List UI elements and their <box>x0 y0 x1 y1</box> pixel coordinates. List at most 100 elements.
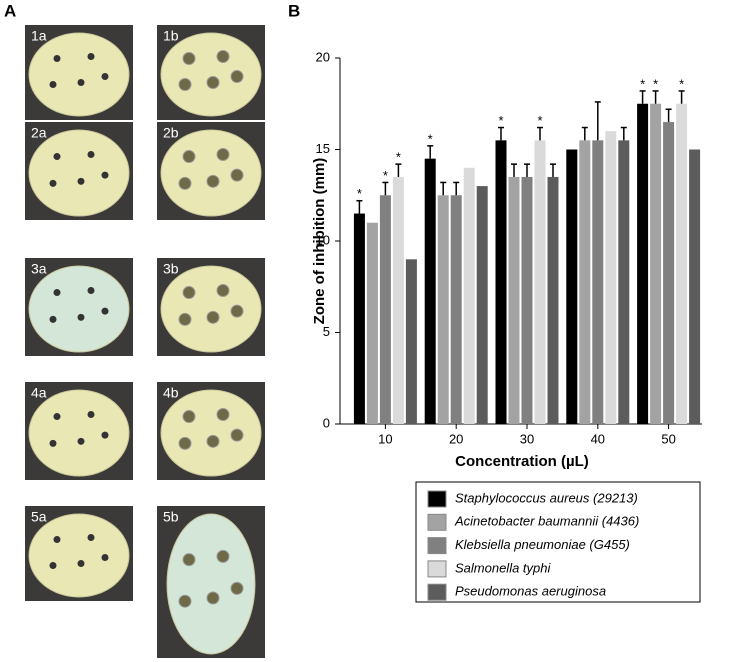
plate <box>28 513 130 598</box>
well <box>216 407 230 421</box>
legend-swatch <box>427 513 447 531</box>
well <box>178 436 192 450</box>
bar <box>495 140 507 424</box>
legend-box <box>415 481 701 603</box>
x-tick-label: 50 <box>661 431 675 446</box>
error-bar <box>511 163 517 177</box>
x-tick-label: 20 <box>449 431 463 446</box>
error-bar <box>581 126 588 141</box>
bar <box>366 222 378 424</box>
x-tick-label: 10 <box>378 431 392 446</box>
well <box>206 174 220 188</box>
bar <box>437 195 449 424</box>
well <box>77 177 85 185</box>
photo-label: 1b <box>163 28 179 44</box>
well <box>216 283 230 297</box>
bar <box>637 103 649 424</box>
error-bar <box>498 126 504 141</box>
error-bar <box>427 145 434 159</box>
well <box>182 553 196 567</box>
error-bar <box>665 108 672 123</box>
photo-grid: 1a 1b 2a 2b 3a 3b 4a 4b 5a 5b <box>25 25 265 658</box>
well <box>49 562 57 569</box>
well <box>182 52 196 65</box>
well <box>77 79 85 86</box>
error-bar <box>382 181 389 196</box>
significance-marker: * <box>653 76 658 91</box>
well <box>49 315 57 323</box>
well <box>182 286 196 300</box>
well <box>216 147 230 161</box>
well <box>77 437 85 445</box>
well <box>49 439 57 447</box>
well <box>87 53 95 60</box>
bar <box>521 176 533 424</box>
well <box>87 286 95 294</box>
bar <box>463 167 475 425</box>
photo-label: 4a <box>31 385 47 401</box>
well <box>77 313 85 321</box>
error-bar <box>395 163 402 177</box>
photo-label: 4b <box>163 385 179 401</box>
well <box>230 428 244 442</box>
y-tick-label: 20 <box>316 49 330 64</box>
error-bar <box>356 199 363 214</box>
well <box>87 534 95 541</box>
plate <box>28 389 130 477</box>
legend-label: Staphylococcus aureus (29213) <box>455 490 638 505</box>
error-bar <box>524 163 530 177</box>
legend-label: Pseudomonas aeruginosa <box>455 584 606 599</box>
plate <box>28 32 130 117</box>
bar <box>534 140 546 424</box>
well <box>178 176 192 190</box>
photo-label: 3b <box>163 261 179 277</box>
y-tick-label: 10 <box>316 232 330 247</box>
well <box>178 594 192 608</box>
well <box>182 150 196 164</box>
bar <box>353 213 365 424</box>
well <box>53 153 61 161</box>
plate <box>160 129 262 217</box>
well <box>53 536 61 543</box>
well <box>178 312 192 326</box>
well <box>87 410 95 418</box>
error-bar <box>550 163 556 177</box>
bar <box>592 140 604 424</box>
panel-label: B <box>288 1 300 20</box>
legend-swatch <box>427 583 447 601</box>
well <box>101 554 109 561</box>
well <box>101 431 109 439</box>
well <box>230 70 244 83</box>
bar <box>676 103 688 424</box>
bar <box>424 158 436 424</box>
plate <box>160 265 262 353</box>
well <box>206 310 220 324</box>
legend-swatch <box>427 560 447 578</box>
bar <box>379 195 391 424</box>
photo-label: 1a <box>31 28 47 44</box>
well <box>178 78 192 91</box>
panel-label: A <box>4 1 16 20</box>
well <box>216 50 230 63</box>
well <box>230 581 244 595</box>
plate <box>28 265 130 353</box>
x-tick-label: 40 <box>591 431 605 446</box>
well <box>206 76 220 89</box>
x-axis-title: Concentration (µL) <box>455 453 589 470</box>
significance-marker: * <box>498 113 503 128</box>
legend-swatch <box>427 490 447 508</box>
bar <box>579 140 591 424</box>
bar <box>476 186 488 424</box>
legend-label: Acinetobacter baumannii (4436) <box>454 514 639 529</box>
well <box>101 73 109 80</box>
x-tick-label: 30 <box>520 431 534 446</box>
photo-label: 2b <box>163 125 179 141</box>
well <box>49 81 57 88</box>
bar <box>689 149 701 424</box>
bar <box>405 259 417 424</box>
plate <box>166 513 256 655</box>
well <box>206 591 220 605</box>
well <box>230 168 244 182</box>
y-tick-label: 5 <box>323 324 330 339</box>
photo-label: 5b <box>163 509 179 525</box>
